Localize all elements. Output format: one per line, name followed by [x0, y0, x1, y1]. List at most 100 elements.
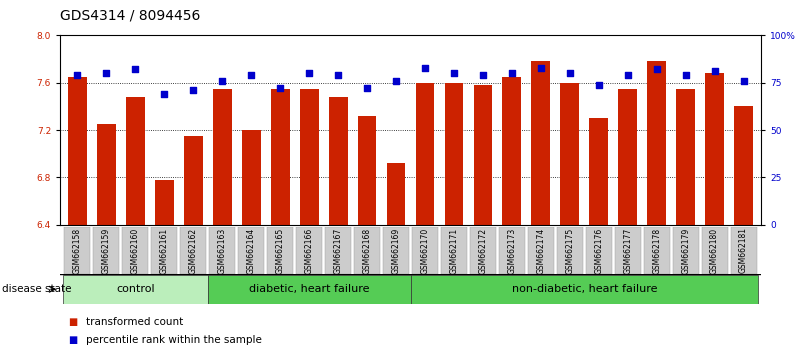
Point — [650, 67, 663, 72]
Text: GSM662167: GSM662167 — [333, 227, 343, 274]
Bar — [184, 136, 203, 225]
Bar — [126, 97, 145, 225]
Point — [505, 70, 518, 76]
Text: GSM662169: GSM662169 — [392, 227, 400, 274]
Bar — [445, 83, 463, 225]
Bar — [213, 88, 231, 225]
Bar — [676, 88, 695, 225]
Text: GSM662165: GSM662165 — [276, 227, 284, 274]
Text: GSM662172: GSM662172 — [478, 227, 488, 274]
Bar — [561, 83, 579, 225]
Point — [737, 78, 750, 84]
Point — [679, 72, 692, 78]
Text: ■: ■ — [68, 317, 78, 327]
Text: non-diabetic, heart failure: non-diabetic, heart failure — [512, 284, 657, 295]
Point — [419, 65, 432, 70]
Point — [215, 78, 228, 84]
FancyBboxPatch shape — [207, 275, 410, 304]
Bar — [647, 62, 666, 225]
Text: GDS4314 / 8094456: GDS4314 / 8094456 — [60, 9, 200, 23]
Point — [593, 82, 606, 87]
Text: GSM662163: GSM662163 — [218, 227, 227, 274]
FancyBboxPatch shape — [94, 227, 119, 274]
Point — [563, 70, 576, 76]
Text: GSM662170: GSM662170 — [421, 227, 429, 274]
Text: diabetic, heart failure: diabetic, heart failure — [249, 284, 369, 295]
Text: GSM662164: GSM662164 — [247, 227, 256, 274]
Bar — [242, 130, 260, 225]
Text: GSM662168: GSM662168 — [363, 227, 372, 274]
Point — [332, 72, 344, 78]
Text: GSM662171: GSM662171 — [449, 227, 458, 274]
Point — [448, 70, 461, 76]
Point — [245, 72, 258, 78]
Text: disease state: disease state — [2, 284, 71, 294]
FancyBboxPatch shape — [64, 227, 91, 274]
Text: GSM662162: GSM662162 — [189, 227, 198, 274]
Bar — [97, 124, 116, 225]
Point — [622, 72, 634, 78]
FancyBboxPatch shape — [63, 275, 207, 304]
Text: GSM662177: GSM662177 — [623, 227, 632, 274]
FancyBboxPatch shape — [268, 227, 293, 274]
Text: GSM662178: GSM662178 — [652, 227, 661, 274]
Bar — [705, 73, 724, 225]
Bar — [358, 116, 376, 225]
Bar — [416, 83, 434, 225]
Bar — [735, 107, 753, 225]
Text: GSM662179: GSM662179 — [681, 227, 690, 274]
Text: control: control — [116, 284, 155, 295]
Point — [389, 78, 402, 84]
FancyBboxPatch shape — [123, 227, 148, 274]
FancyBboxPatch shape — [644, 227, 670, 274]
Point — [477, 72, 489, 78]
FancyBboxPatch shape — [383, 227, 409, 274]
FancyBboxPatch shape — [410, 275, 758, 304]
Point — [303, 70, 316, 76]
FancyBboxPatch shape — [209, 227, 235, 274]
Bar — [590, 118, 608, 225]
Point — [71, 72, 84, 78]
Text: GSM662159: GSM662159 — [102, 227, 111, 274]
Text: GSM662161: GSM662161 — [160, 227, 169, 274]
FancyBboxPatch shape — [557, 227, 583, 274]
FancyBboxPatch shape — [441, 227, 467, 274]
Text: GSM662160: GSM662160 — [131, 227, 140, 274]
Text: GSM662158: GSM662158 — [73, 227, 82, 274]
Bar — [473, 85, 493, 225]
FancyBboxPatch shape — [499, 227, 525, 274]
Bar — [387, 163, 405, 225]
FancyBboxPatch shape — [354, 227, 380, 274]
Text: GSM662174: GSM662174 — [537, 227, 545, 274]
Text: transformed count: transformed count — [86, 317, 183, 327]
Text: GSM662176: GSM662176 — [594, 227, 603, 274]
Text: GSM662180: GSM662180 — [710, 227, 719, 274]
Bar — [502, 77, 521, 225]
Bar — [618, 88, 637, 225]
Text: GSM662173: GSM662173 — [507, 227, 517, 274]
Bar — [328, 97, 348, 225]
Bar — [300, 88, 319, 225]
FancyBboxPatch shape — [586, 227, 612, 274]
FancyBboxPatch shape — [614, 227, 641, 274]
Text: GSM662166: GSM662166 — [304, 227, 314, 274]
Text: GSM662175: GSM662175 — [566, 227, 574, 274]
Point — [129, 67, 142, 72]
Point — [187, 87, 199, 93]
Point — [534, 65, 547, 70]
FancyBboxPatch shape — [151, 227, 177, 274]
Point — [158, 91, 171, 97]
Bar — [271, 88, 290, 225]
FancyBboxPatch shape — [180, 227, 207, 274]
FancyBboxPatch shape — [412, 227, 438, 274]
FancyBboxPatch shape — [673, 227, 698, 274]
Text: percentile rank within the sample: percentile rank within the sample — [86, 335, 262, 345]
Bar — [155, 180, 174, 225]
FancyBboxPatch shape — [702, 227, 727, 274]
Bar — [68, 77, 87, 225]
FancyBboxPatch shape — [325, 227, 351, 274]
FancyBboxPatch shape — [470, 227, 496, 274]
Point — [100, 70, 113, 76]
FancyBboxPatch shape — [238, 227, 264, 274]
Point — [708, 69, 721, 74]
